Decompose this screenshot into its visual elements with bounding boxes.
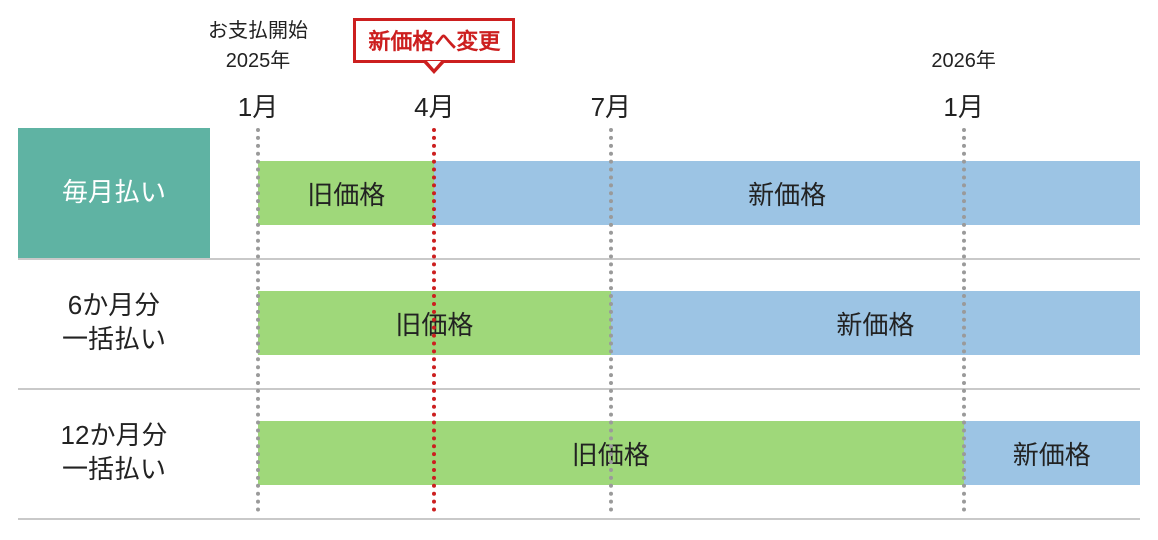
- price-change-callout: 新価格へ変更: [353, 18, 515, 63]
- year-label-2026: 2026年: [931, 48, 996, 74]
- row-divider: [18, 518, 1140, 520]
- timeline-month-label: 1月: [238, 92, 278, 123]
- year-label-2025: 2025年: [226, 48, 291, 74]
- bar-new-price: 新価格: [611, 291, 1140, 355]
- timeline-month-label: 4月: [414, 92, 454, 123]
- timeline-gridline: [432, 128, 436, 512]
- bar-new-price: 新価格: [434, 161, 1140, 225]
- timeline-gridline: [962, 128, 966, 512]
- timeline-month-label: 1月: [943, 92, 983, 123]
- timeline-gridline: [609, 128, 613, 512]
- bar-new-price: 新価格: [964, 421, 1140, 485]
- plan-row-label: 12か月分 一括払い: [18, 388, 210, 518]
- timeline-gridline: [256, 128, 260, 512]
- plan-row-label: 毎月払い: [18, 128, 210, 258]
- plan-row-label: 6か月分 一括払い: [18, 258, 210, 388]
- pricing-timeline-chart: 1月お支払開始2025年4月新価格へ変更7月1月2026年毎月払い旧価格新価格6…: [18, 0, 1140, 520]
- bar-old-price: 旧価格: [258, 161, 434, 225]
- timeline-month-label: 7月: [591, 92, 631, 123]
- payment-start-label: お支払開始: [208, 18, 308, 44]
